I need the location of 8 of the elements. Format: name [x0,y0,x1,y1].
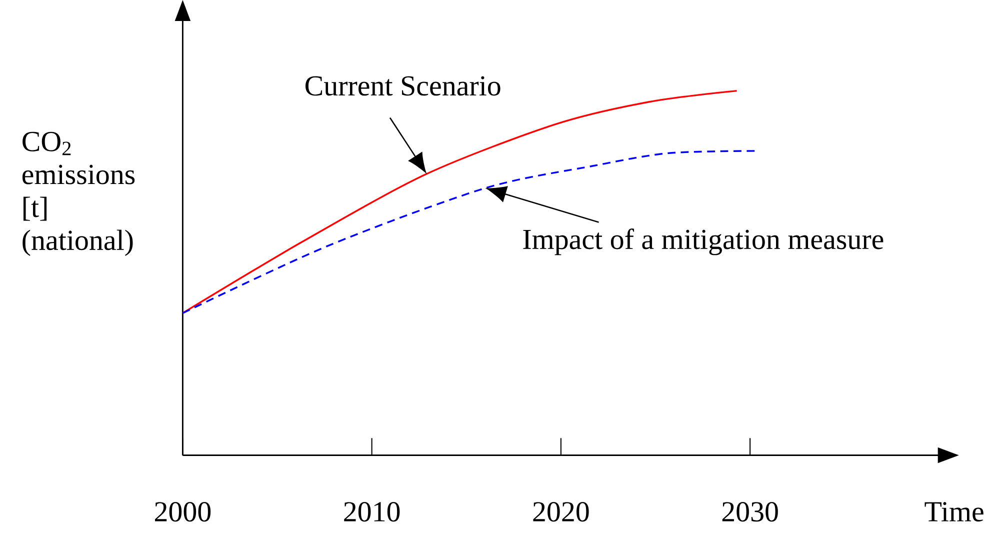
x-tick-label: 2030 [722,502,778,522]
x-tick-label: 2020 [533,502,589,522]
series-label: Current Scenario [305,76,500,96]
series-label: Impact of a mitigation measure [523,228,884,256]
x-axis-title: Time [924,502,984,522]
x-tick-label: 2010 [344,502,400,522]
x-tick-label: 2000 [155,502,211,522]
y-axis-title: CO$_{2}$ emissions [t] (national) [22,132,135,256]
